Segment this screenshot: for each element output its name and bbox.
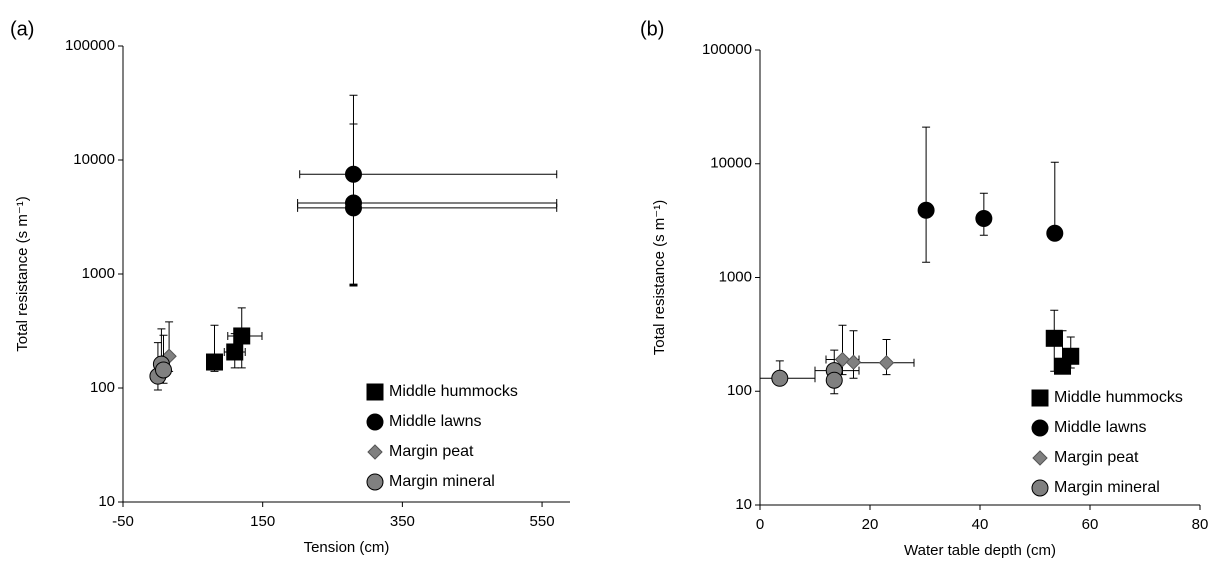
diamond-marker	[845, 354, 862, 370]
y-tick-label: 100000	[65, 37, 115, 54]
diamond-marker	[1032, 450, 1048, 466]
x-tick-label: 80	[1192, 516, 1209, 533]
diamond-marker	[834, 351, 851, 368]
x-tick-label: -50	[112, 513, 134, 530]
y-error-bar	[922, 126, 931, 211]
diamond-marker	[367, 444, 383, 460]
legend-label: Margin mineral	[389, 473, 495, 490]
panel-label: (a)	[10, 18, 34, 40]
square-marker	[1062, 347, 1080, 365]
square-marker	[366, 383, 384, 401]
square-marker	[1031, 389, 1049, 407]
y-tick-label: 10000	[710, 155, 752, 172]
circle-marker	[917, 201, 935, 219]
circle-marker	[344, 165, 362, 183]
y-tick-label: 100	[90, 379, 115, 396]
x-error-bar	[297, 198, 558, 207]
x-error-bar	[299, 170, 558, 179]
x-tick-label: 0	[756, 516, 764, 533]
y-tick-label: 1000	[82, 265, 115, 282]
legend-label: Middle hummocks	[1054, 389, 1183, 406]
square-marker	[205, 353, 223, 371]
circle-marker	[975, 210, 993, 228]
circle-marker	[771, 369, 789, 387]
panel-label: (b)	[640, 18, 664, 40]
y-tick-label: 10000	[73, 151, 115, 168]
x-tick-label: 550	[530, 513, 555, 530]
x-tick-label: 20	[862, 516, 879, 533]
y-tick-label: 1000	[719, 268, 752, 285]
square-marker	[233, 327, 251, 345]
y-error-bar	[349, 207, 358, 285]
x-error-bar	[297, 203, 558, 212]
circle-marker	[1031, 479, 1049, 497]
x-tick-label: 150	[250, 513, 275, 530]
x-axis-title: Tension (cm)	[304, 539, 390, 556]
circle-marker	[1031, 419, 1049, 437]
circle-marker	[344, 199, 362, 217]
y-tick-label: 100	[727, 382, 752, 399]
legend-label: Margin mineral	[1054, 479, 1160, 496]
y-axis-title: Total resistance (s m⁻¹)	[651, 200, 668, 355]
square-marker	[1045, 329, 1063, 347]
y-error-bar	[1050, 161, 1059, 234]
circle-marker	[155, 361, 173, 379]
y-error-bar	[922, 210, 931, 263]
legend-label: Middle hummocks	[389, 383, 518, 400]
legend-label: Margin peat	[1054, 449, 1139, 466]
y-error-bar	[349, 123, 358, 203]
circle-marker	[1046, 224, 1064, 242]
circle-marker	[825, 371, 843, 389]
diamond-marker	[878, 355, 895, 371]
y-tick-label: 100000	[702, 41, 752, 58]
legend-label: Middle lawns	[1054, 419, 1146, 436]
circle-marker	[366, 413, 384, 431]
x-tick-label: 40	[972, 516, 989, 533]
legend-label: Margin peat	[389, 443, 474, 460]
square-marker	[226, 343, 244, 361]
x-tick-label: 60	[1082, 516, 1099, 533]
y-tick-label: 10	[98, 493, 115, 510]
x-axis-title: Water table depth (cm)	[904, 542, 1056, 559]
legend-label: Middle lawns	[389, 413, 481, 430]
x-tick-label: 350	[390, 513, 415, 530]
y-tick-label: 10	[735, 496, 752, 513]
circle-marker	[366, 473, 384, 491]
y-axis-title: Total resistance (s m⁻¹)	[14, 196, 31, 351]
